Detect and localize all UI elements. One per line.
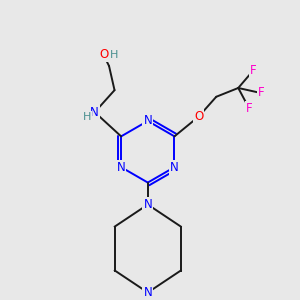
Text: N: N xyxy=(143,115,152,128)
Text: O: O xyxy=(99,49,108,62)
Text: H: H xyxy=(83,112,91,122)
Text: F: F xyxy=(258,86,265,99)
Text: F: F xyxy=(250,64,257,77)
Text: N: N xyxy=(143,198,152,211)
Text: H: H xyxy=(110,50,119,60)
Text: F: F xyxy=(246,102,253,116)
Text: O: O xyxy=(194,110,203,123)
Text: N: N xyxy=(170,161,179,174)
Text: N: N xyxy=(143,286,152,299)
Text: N: N xyxy=(117,161,125,174)
Text: N: N xyxy=(90,106,99,119)
